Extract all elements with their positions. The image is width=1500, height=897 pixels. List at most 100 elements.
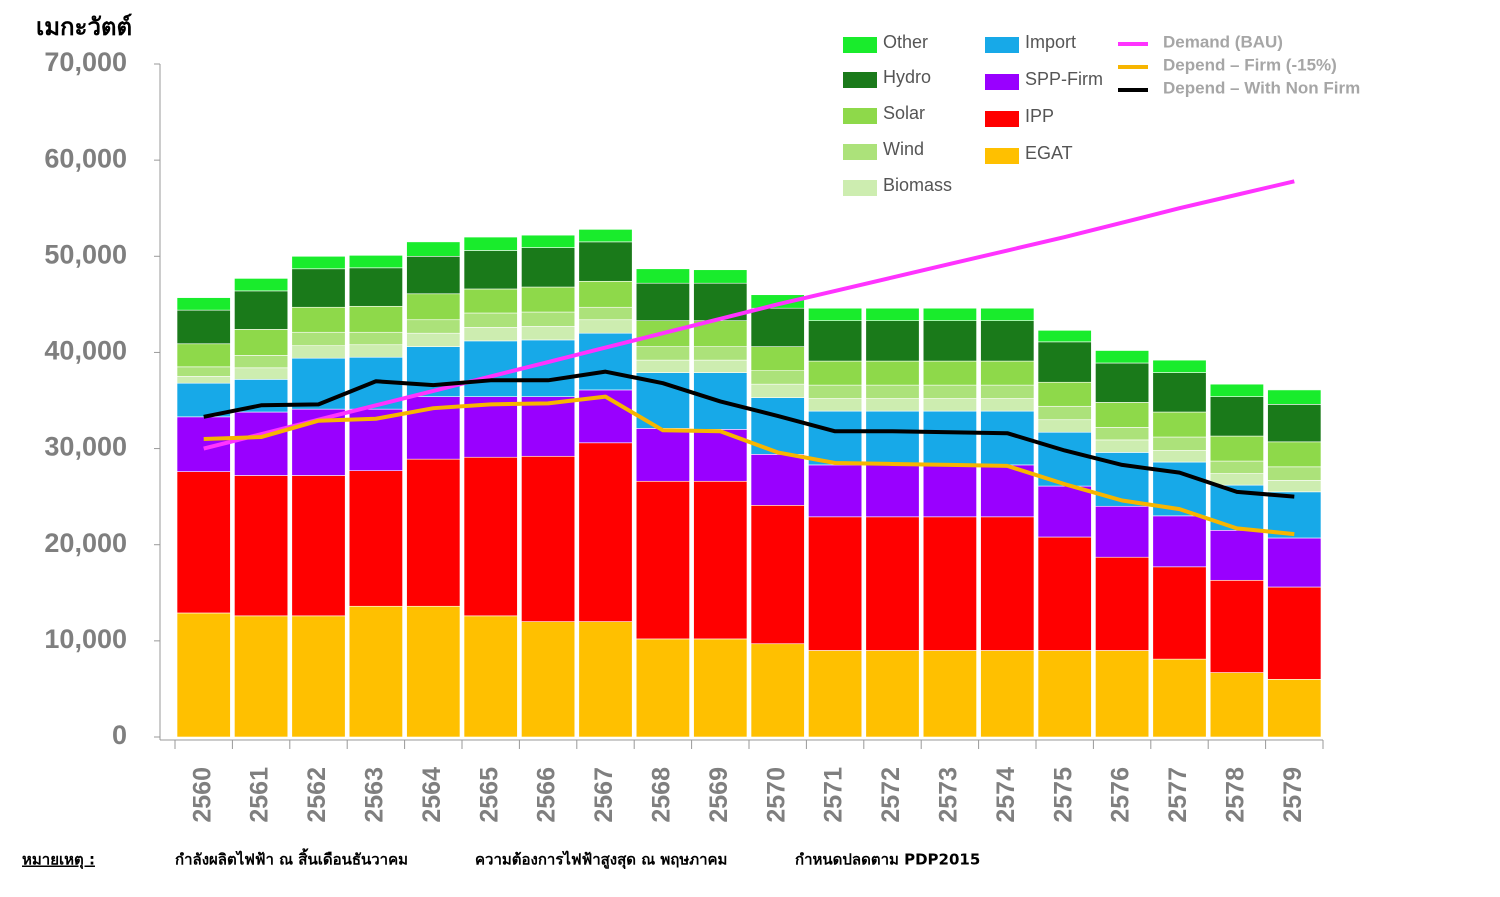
- bar-segment: [922, 516, 977, 651]
- bar-segment: [1267, 466, 1322, 481]
- bar-segment: [808, 516, 863, 651]
- bar-segment: [808, 464, 863, 518]
- y-tick-label: 20,000: [44, 528, 127, 558]
- bar-segment: [1152, 436, 1207, 451]
- footnote-label: หมายเหตุ :: [22, 851, 95, 870]
- bar-segment: [808, 307, 863, 322]
- bar-segment: [521, 621, 576, 738]
- bar-segment: [1037, 485, 1092, 538]
- bar-segment: [176, 471, 231, 614]
- bar-segment: [291, 306, 346, 333]
- legend-label: Depend – With Non Firm: [1163, 78, 1360, 97]
- legend-swatch: [985, 37, 1019, 53]
- x-tick-label: 2562: [303, 767, 331, 823]
- legend-label: Other: [883, 32, 928, 52]
- bar-segment: [463, 615, 518, 738]
- bar-segment: [1095, 505, 1150, 558]
- bar-segment: [865, 398, 920, 412]
- line-series: [203, 179, 1295, 451]
- footnote-item: ความต้องการไฟฟ้าสูงสุด ณ พฤษภาคม: [475, 850, 727, 870]
- bar-segment: [980, 650, 1035, 738]
- bar-segment: [291, 475, 346, 617]
- bar-segment: [635, 428, 690, 482]
- bar-segment: [176, 309, 231, 345]
- bar-segment: [406, 255, 461, 295]
- bar-segment: [406, 241, 461, 257]
- x-tick-label: 2563: [361, 767, 389, 823]
- x-tick-label: 2565: [475, 767, 503, 823]
- bar-segment: [291, 268, 346, 308]
- x-tick-label: 2560: [188, 767, 216, 823]
- legend-swatch: [843, 144, 877, 160]
- bar-segment: [980, 516, 1035, 651]
- legend-label: SPP-Firm: [1025, 69, 1103, 89]
- bar-segment: [1209, 383, 1264, 397]
- bar-segment: [922, 398, 977, 412]
- x-tick-label: 2571: [820, 767, 848, 823]
- legend-label: Solar: [883, 103, 925, 123]
- bar-segment: [750, 383, 805, 398]
- bar-segment: [291, 615, 346, 738]
- bar-segment: [1267, 586, 1322, 680]
- bar-segment: [1037, 405, 1092, 421]
- bar-segment: [635, 480, 690, 640]
- legend-label: Depend – Firm (-15%): [1163, 55, 1337, 74]
- legend-swatch: [985, 74, 1019, 90]
- bar-segment: [578, 306, 633, 321]
- bar-segment: [865, 307, 920, 322]
- bar-segment: [348, 267, 403, 307]
- bar-segment: [865, 410, 920, 466]
- bar-segment: [1095, 427, 1150, 441]
- y-tick-label: 10,000: [44, 624, 127, 654]
- bar-segment: [1209, 529, 1264, 581]
- bar-segment: [1152, 515, 1207, 568]
- bar-segment: [1267, 441, 1322, 468]
- legend-label: Wind: [883, 139, 924, 159]
- x-tick-label: 2577: [1164, 767, 1192, 823]
- bar-segment: [750, 370, 805, 385]
- bar-segment: [1037, 341, 1092, 383]
- bar-segment: [635, 268, 690, 284]
- bar-segment: [406, 293, 461, 321]
- bar-segment: [1267, 491, 1322, 539]
- x-tick-label: 2567: [590, 767, 618, 823]
- bar-segment: [635, 346, 690, 361]
- bar-segment: [922, 320, 977, 362]
- y-axis-label: เมกะวัตต์: [36, 13, 132, 41]
- bar-segment: [865, 516, 920, 651]
- bar-segment: [1152, 658, 1207, 738]
- bar-segment: [750, 294, 805, 309]
- bar-segment: [463, 288, 518, 314]
- bar-segment: [922, 464, 977, 518]
- bar-segment: [750, 454, 805, 506]
- bar-segment: [693, 638, 748, 738]
- bar-segment: [865, 320, 920, 362]
- bar-segment: [1095, 350, 1150, 364]
- bar-segment: [176, 376, 231, 384]
- y-tick-label: 50,000: [44, 239, 127, 269]
- bar-segment: [1267, 404, 1322, 443]
- bar-segment: [578, 229, 633, 243]
- bar-segment: [1209, 435, 1264, 462]
- bar-segment: [291, 357, 346, 410]
- bar-segment: [234, 278, 289, 292]
- bar-segment: [980, 398, 1035, 412]
- x-tick-label: 2569: [705, 767, 733, 823]
- bar-segment: [980, 307, 1035, 322]
- bar-segment: [1209, 473, 1264, 486]
- bar-segment: [234, 355, 289, 369]
- x-tick-label: 2578: [1222, 767, 1250, 823]
- y-tick-label: 0: [112, 720, 127, 750]
- bar-segment: [1152, 450, 1207, 463]
- x-tick-label: 2576: [1107, 767, 1135, 823]
- bar-segment: [521, 286, 576, 313]
- bar-segment: [808, 384, 863, 399]
- bar-segment: [1267, 389, 1322, 405]
- line-series: [203, 394, 1295, 537]
- bar-segment: [1037, 381, 1092, 407]
- y-tick-label: 40,000: [44, 336, 127, 366]
- bar-segment: [348, 470, 403, 607]
- legend-swatch: [985, 148, 1019, 164]
- x-tick-label: 2564: [418, 767, 446, 823]
- bar-segment: [980, 320, 1035, 362]
